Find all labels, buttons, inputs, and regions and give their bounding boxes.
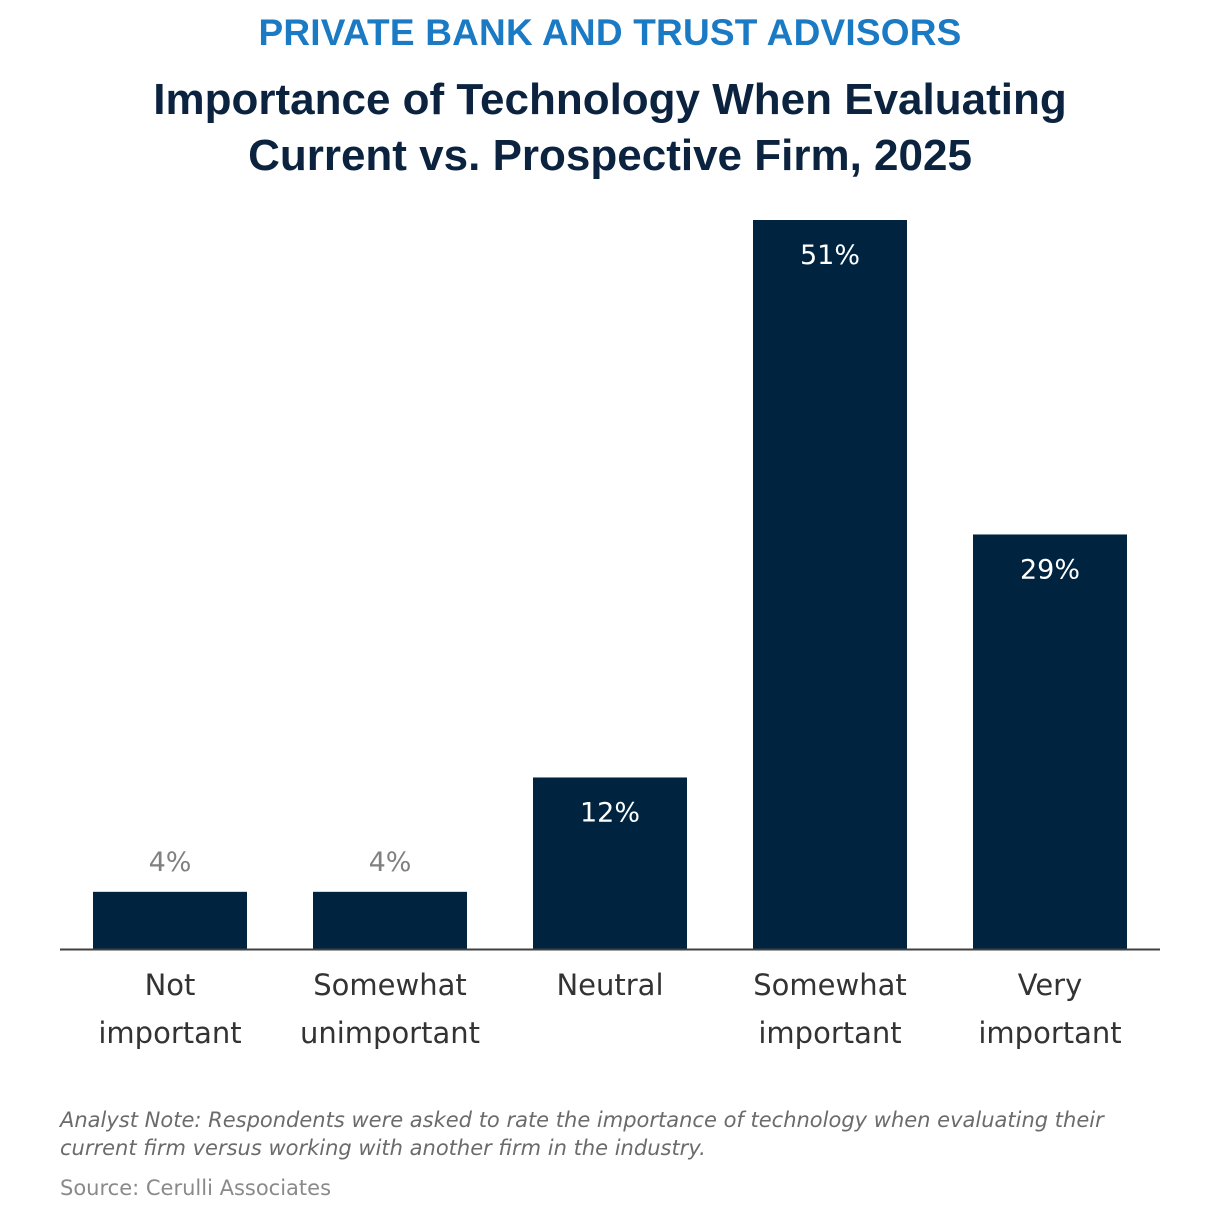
category-label-2-0: Neutral	[556, 968, 663, 1002]
category-label-1-1: unimportant	[300, 1016, 480, 1050]
bar-0	[93, 891, 247, 949]
bar-1	[313, 891, 467, 949]
chart-title: Importance of Technology When Evaluating…	[0, 72, 1220, 184]
category-label-4-1: important	[978, 1016, 1121, 1050]
chart-kicker: PRIVATE BANK AND TRUST ADVISORS	[258, 12, 962, 53]
analyst-note: Analyst Note: Respondents were asked to …	[60, 1108, 1104, 1160]
data-label-0: 4%	[149, 847, 192, 878]
chart-title-line-2: Current vs. Prospective Firm, 2025	[248, 131, 972, 180]
data-label-2: 12%	[580, 797, 640, 828]
bar-3	[753, 220, 907, 949]
category-label-0-1: important	[98, 1016, 241, 1050]
bar-2	[533, 777, 687, 949]
category-label-3-0: Somewhat	[753, 968, 906, 1002]
data-label-1: 4%	[369, 847, 412, 878]
source-line: Source: Cerulli Associates	[60, 1176, 332, 1200]
bar-4	[973, 534, 1127, 949]
category-label-3-1: important	[758, 1016, 901, 1050]
category-label-4-0: Very	[1018, 968, 1083, 1002]
chart-title-line-1: Importance of Technology When Evaluating	[153, 75, 1067, 124]
category-label-0-0: Not	[145, 968, 196, 1002]
category-label-1-0: Somewhat	[313, 968, 466, 1002]
data-label-3: 51%	[800, 240, 860, 271]
data-label-4: 29%	[1020, 554, 1080, 585]
